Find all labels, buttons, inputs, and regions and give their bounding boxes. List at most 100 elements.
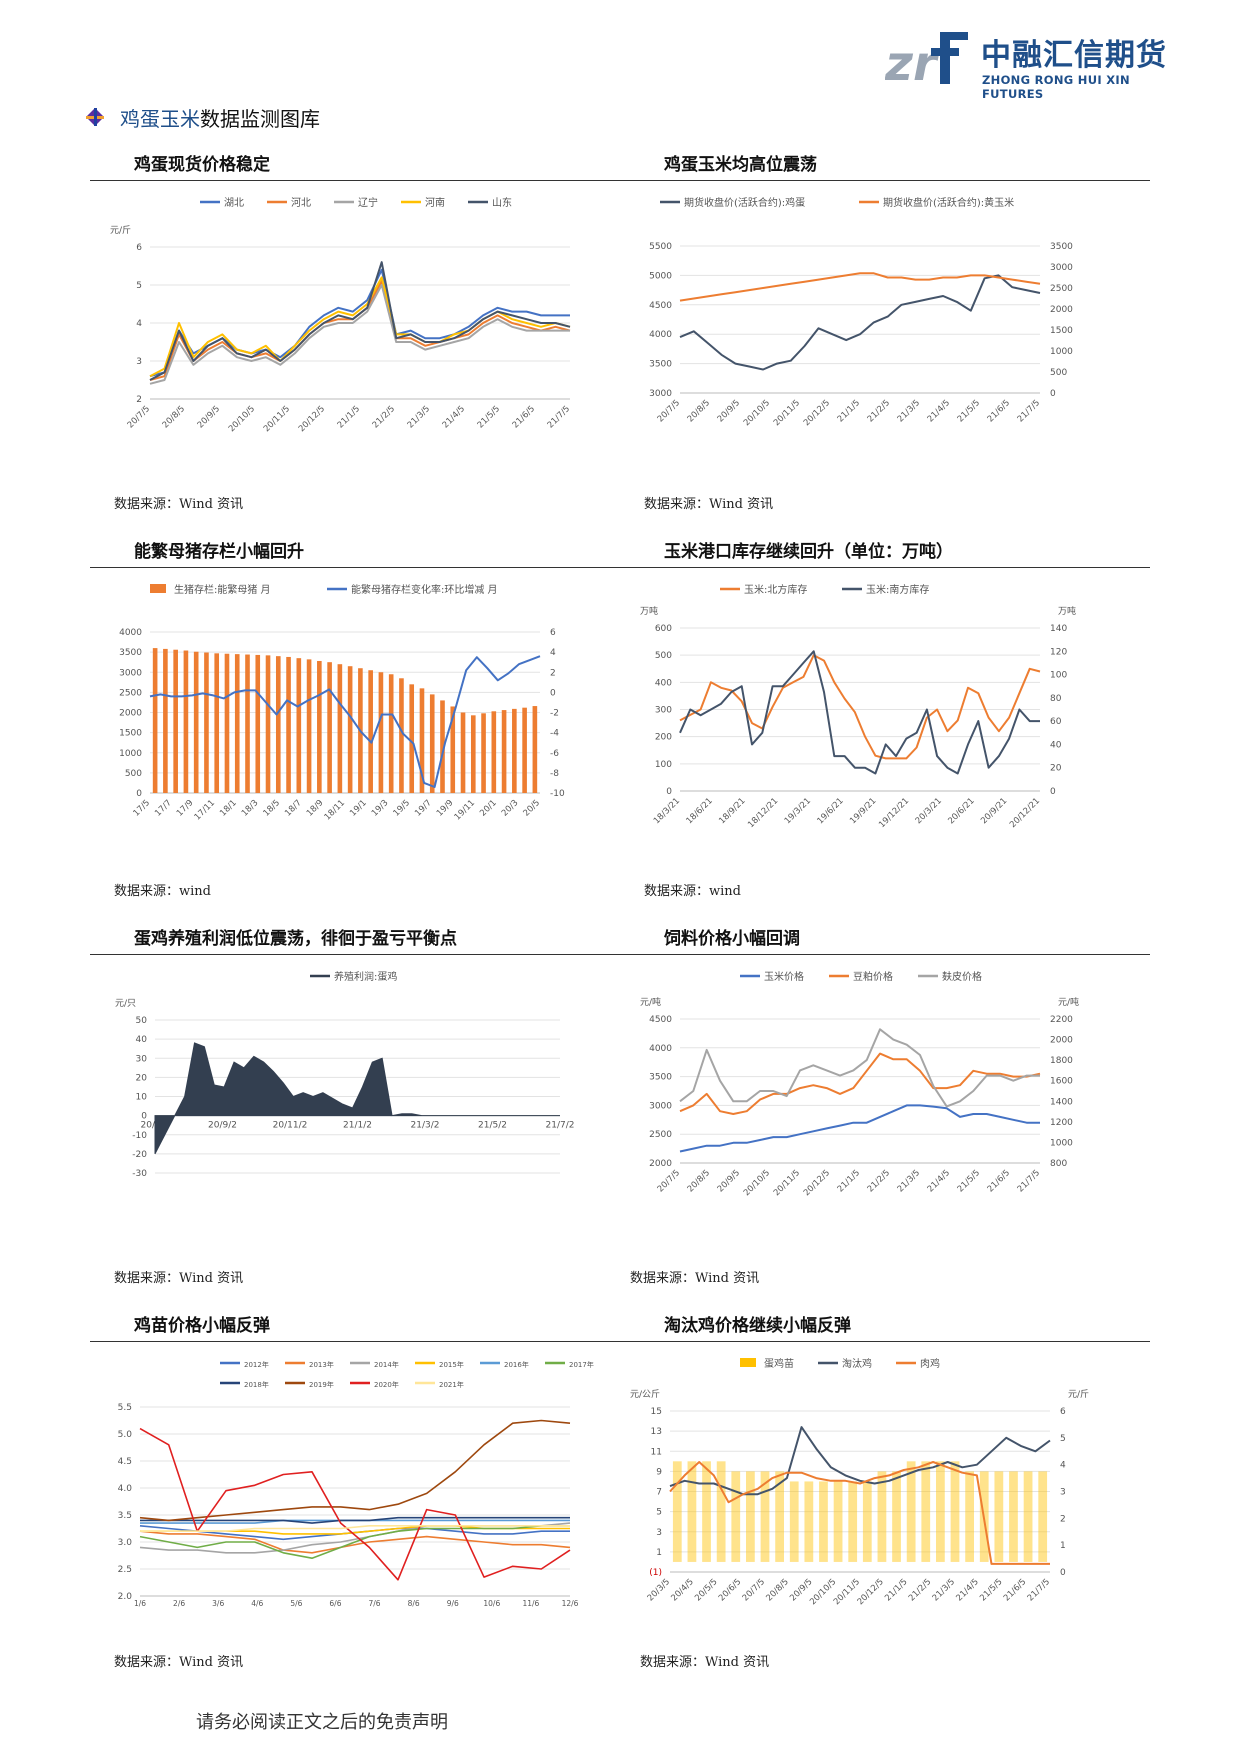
- x-tick-label: 20/12/21: [1008, 796, 1042, 830]
- legend-item: 养殖利润:蛋鸡: [310, 970, 397, 983]
- y2-tick-label: 80: [1050, 694, 1062, 704]
- x-tick-label: 19/3/21: [783, 796, 813, 826]
- x-tick-label: 20/7/5: [741, 1577, 767, 1603]
- legend-label: 肉鸡: [920, 1357, 940, 1370]
- y-tick-label: 15: [651, 1407, 662, 1417]
- x-tick-label: 21/1/5: [836, 1168, 862, 1194]
- chart-source: 数据来源：Wind 资讯: [644, 497, 774, 512]
- bar: [204, 652, 209, 793]
- y-tick-label: -10: [132, 1131, 147, 1141]
- bar: [224, 653, 230, 793]
- bar: [275, 656, 281, 793]
- bar: [716, 1461, 726, 1562]
- y-tick-label: -20: [132, 1150, 147, 1160]
- chart-svg: 养殖利润:蛋鸡元/只-30-20-100102030405020/7/520/9…: [115, 970, 574, 1179]
- line-series: [679, 1028, 1040, 1108]
- y-tick-label: 600: [655, 624, 672, 634]
- legend-label: 2015年: [439, 1360, 464, 1369]
- y2-tick-label: 140: [1050, 624, 1067, 634]
- y-tick-label: 7: [656, 1488, 662, 1498]
- y2-tick-label: 4: [1060, 1461, 1066, 1471]
- legend-swatch: [150, 584, 166, 593]
- legend-item: 2015年: [415, 1360, 464, 1369]
- x-tick-label: 21/5/2: [478, 1121, 507, 1131]
- bar: [306, 659, 312, 793]
- x-tick-label: 18/5: [262, 798, 283, 819]
- legend-item: 山东: [468, 196, 512, 209]
- x-tick-label: 20/10/5: [742, 398, 772, 428]
- legend-item: 湖北: [200, 197, 244, 209]
- y-tick-label: 4.5: [118, 1457, 132, 1467]
- x-tick-label: 17/7: [153, 798, 174, 819]
- legend-item: 豆粕价格: [829, 970, 893, 983]
- y-tick-label: 5500: [649, 242, 672, 252]
- y2-tick-label: 6: [1060, 1407, 1066, 1417]
- section-heading: 鸡蛋玉米数据监测图库: [84, 104, 320, 131]
- y-tick-label: 9: [656, 1467, 662, 1477]
- x-tick-label: 21/7/5: [546, 404, 572, 430]
- y2-tick-label: 1500: [1050, 326, 1073, 336]
- line-series: [149, 261, 571, 381]
- legend-item: 2012年: [220, 1360, 269, 1369]
- y-tick-label: 5.5: [118, 1403, 132, 1413]
- x-tick-label: 20/9/21: [979, 796, 1009, 826]
- legend-item: 河南: [401, 196, 445, 209]
- bar: [501, 710, 507, 793]
- legend-label: 玉米:北方库存: [744, 583, 807, 596]
- x-tick-label: 20/9/5: [196, 404, 222, 430]
- line-series: [669, 1426, 1051, 1496]
- chart-title: 鸡苗价格小幅反弹: [134, 1316, 270, 1336]
- y-tick-label: 3500: [649, 360, 672, 370]
- legend-item: 玉米价格: [740, 970, 804, 983]
- chart-title: 饲料价格小幅回调: [664, 929, 800, 949]
- chart-source: 数据来源：Wind 资讯: [114, 1655, 244, 1670]
- x-tick-label: 20/5: [522, 798, 543, 819]
- bar: [819, 1481, 828, 1562]
- y-axis-unit: 万吨: [640, 605, 658, 617]
- x-tick-label: 6/6: [329, 1599, 341, 1608]
- legend-item: 河北: [267, 197, 311, 209]
- legend-label: 2012年: [244, 1360, 269, 1369]
- y-tick-label: 3.0: [118, 1538, 133, 1548]
- x-tick-label: 19/9/21: [848, 796, 878, 826]
- line-series: [139, 1419, 571, 1522]
- bar: [936, 1461, 945, 1562]
- y-tick-label: 4000: [649, 1044, 672, 1054]
- legend-label: 养殖利润:蛋鸡: [334, 970, 397, 983]
- y-tick-label: 2500: [649, 1130, 672, 1140]
- y-tick-label: 10: [136, 1093, 148, 1103]
- chart-title-rule: [620, 180, 1150, 181]
- bar: [347, 666, 353, 793]
- chart-title-rule: [90, 954, 630, 955]
- legend-label: 2013年: [309, 1360, 334, 1369]
- y-tick-label: 0: [136, 789, 142, 799]
- x-tick-label: 21/2/5: [907, 1577, 933, 1603]
- bar-series: [152, 648, 538, 793]
- chart-title: 蛋鸡养殖利润低位震荡，徘徊于盈亏平衡点: [134, 929, 457, 949]
- y2-tick-label: 1800: [1050, 1056, 1073, 1066]
- chart-title: 淘汰鸡价格继续小幅反弹: [664, 1316, 851, 1336]
- x-tick-label: 21/7/5: [1016, 1168, 1042, 1194]
- legend-item: 肉鸡: [896, 1357, 940, 1370]
- x-tick-label: 21/5/5: [956, 398, 982, 424]
- legend-item: 2017年: [545, 1360, 594, 1369]
- x-tick-label: 5/6: [290, 1599, 302, 1608]
- y2-tick-label: 0: [1050, 389, 1056, 399]
- x-tick-label: 20/1: [478, 798, 499, 819]
- chart-title-rule: [90, 1341, 630, 1342]
- y2-tick-label: -10: [550, 789, 565, 799]
- bar: [419, 688, 425, 793]
- x-tick-label: 20/4/5: [669, 1577, 695, 1603]
- bar: [746, 1471, 755, 1562]
- y-tick-label: 30: [136, 1054, 148, 1064]
- bar: [286, 656, 291, 793]
- y-tick-label: 20: [136, 1073, 148, 1083]
- y2-tick-label: 1600: [1050, 1077, 1073, 1087]
- legend-label: 生猪存栏:能繁母猪 月: [174, 583, 271, 596]
- legend-item: 2021年: [415, 1380, 464, 1389]
- x-tick-label: 19/5: [392, 798, 413, 819]
- bar: [460, 712, 466, 793]
- y2-tick-label: -4: [550, 729, 559, 739]
- line-series: [139, 1525, 570, 1559]
